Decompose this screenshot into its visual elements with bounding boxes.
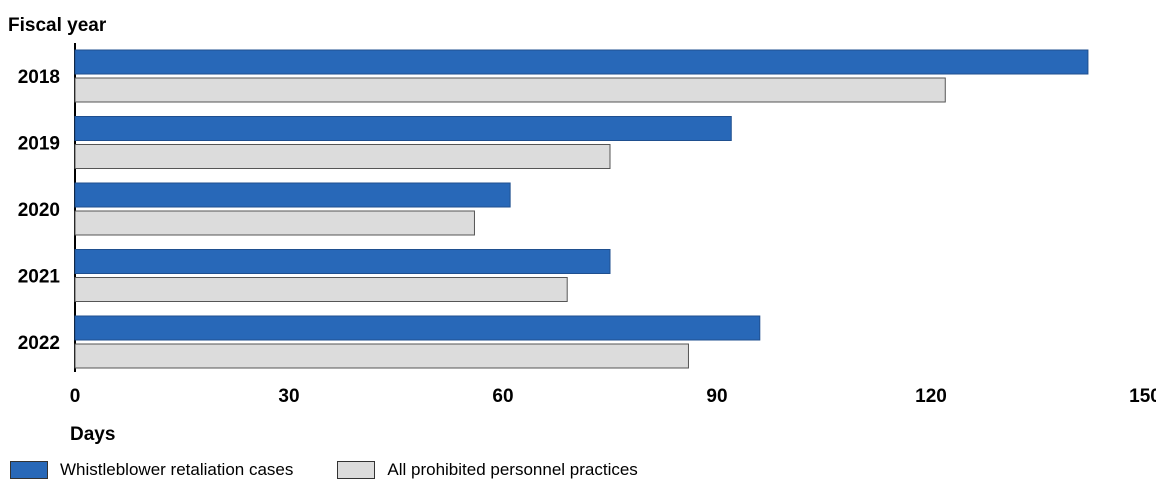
y-tick-label-2019: 2019 — [18, 134, 60, 155]
x-axis-title: Days — [70, 424, 115, 445]
legend-swatch-whistleblower — [10, 461, 48, 479]
legend-item-whistleblower: Whistleblower retaliation cases — [10, 460, 293, 480]
y-tick-label-2018: 2018 — [18, 67, 60, 88]
bar-all-ppp-2018 — [74, 77, 946, 103]
y-tick-label-2022: 2022 — [18, 333, 60, 354]
bar-whistleblower-2020 — [74, 182, 511, 208]
legend: Whistleblower retaliation cases All proh… — [10, 460, 682, 480]
legend-label-whistleblower: Whistleblower retaliation cases — [60, 460, 294, 479]
bar-whistleblower-2021 — [74, 249, 611, 274]
x-tick-label-30: 30 — [278, 386, 299, 407]
bar-all-ppp-2020 — [74, 210, 475, 236]
bar-whistleblower-2018 — [74, 49, 1089, 75]
bar-all-ppp-2022 — [74, 343, 689, 369]
bar-all-ppp-2019 — [74, 144, 611, 169]
bar-all-ppp-2021 — [74, 277, 568, 302]
bar-chart: Fiscal year Days 2018 2019 2020 2021 2022 0 3… — [8, 15, 1156, 445]
x-tick-label-90: 90 — [706, 386, 727, 407]
bar-whistleblower-2019 — [74, 116, 732, 141]
legend-label-all-ppp: All prohibited personnel practices — [387, 460, 638, 479]
y-axis-title: Fiscal year — [8, 15, 107, 36]
legend-item-all-ppp: All prohibited personnel practices — [337, 460, 638, 480]
x-tick-label-60: 60 — [492, 386, 513, 407]
x-tick-label-120: 120 — [915, 386, 947, 407]
legend-swatch-all-ppp — [337, 461, 376, 479]
x-tick-label-0: 0 — [70, 386, 81, 407]
bar-whistleblower-2022 — [74, 315, 761, 341]
y-tick-label-2020: 2020 — [18, 200, 60, 221]
y-tick-label-2021: 2021 — [18, 267, 61, 288]
x-tick-label-150: 150 — [1129, 386, 1156, 407]
